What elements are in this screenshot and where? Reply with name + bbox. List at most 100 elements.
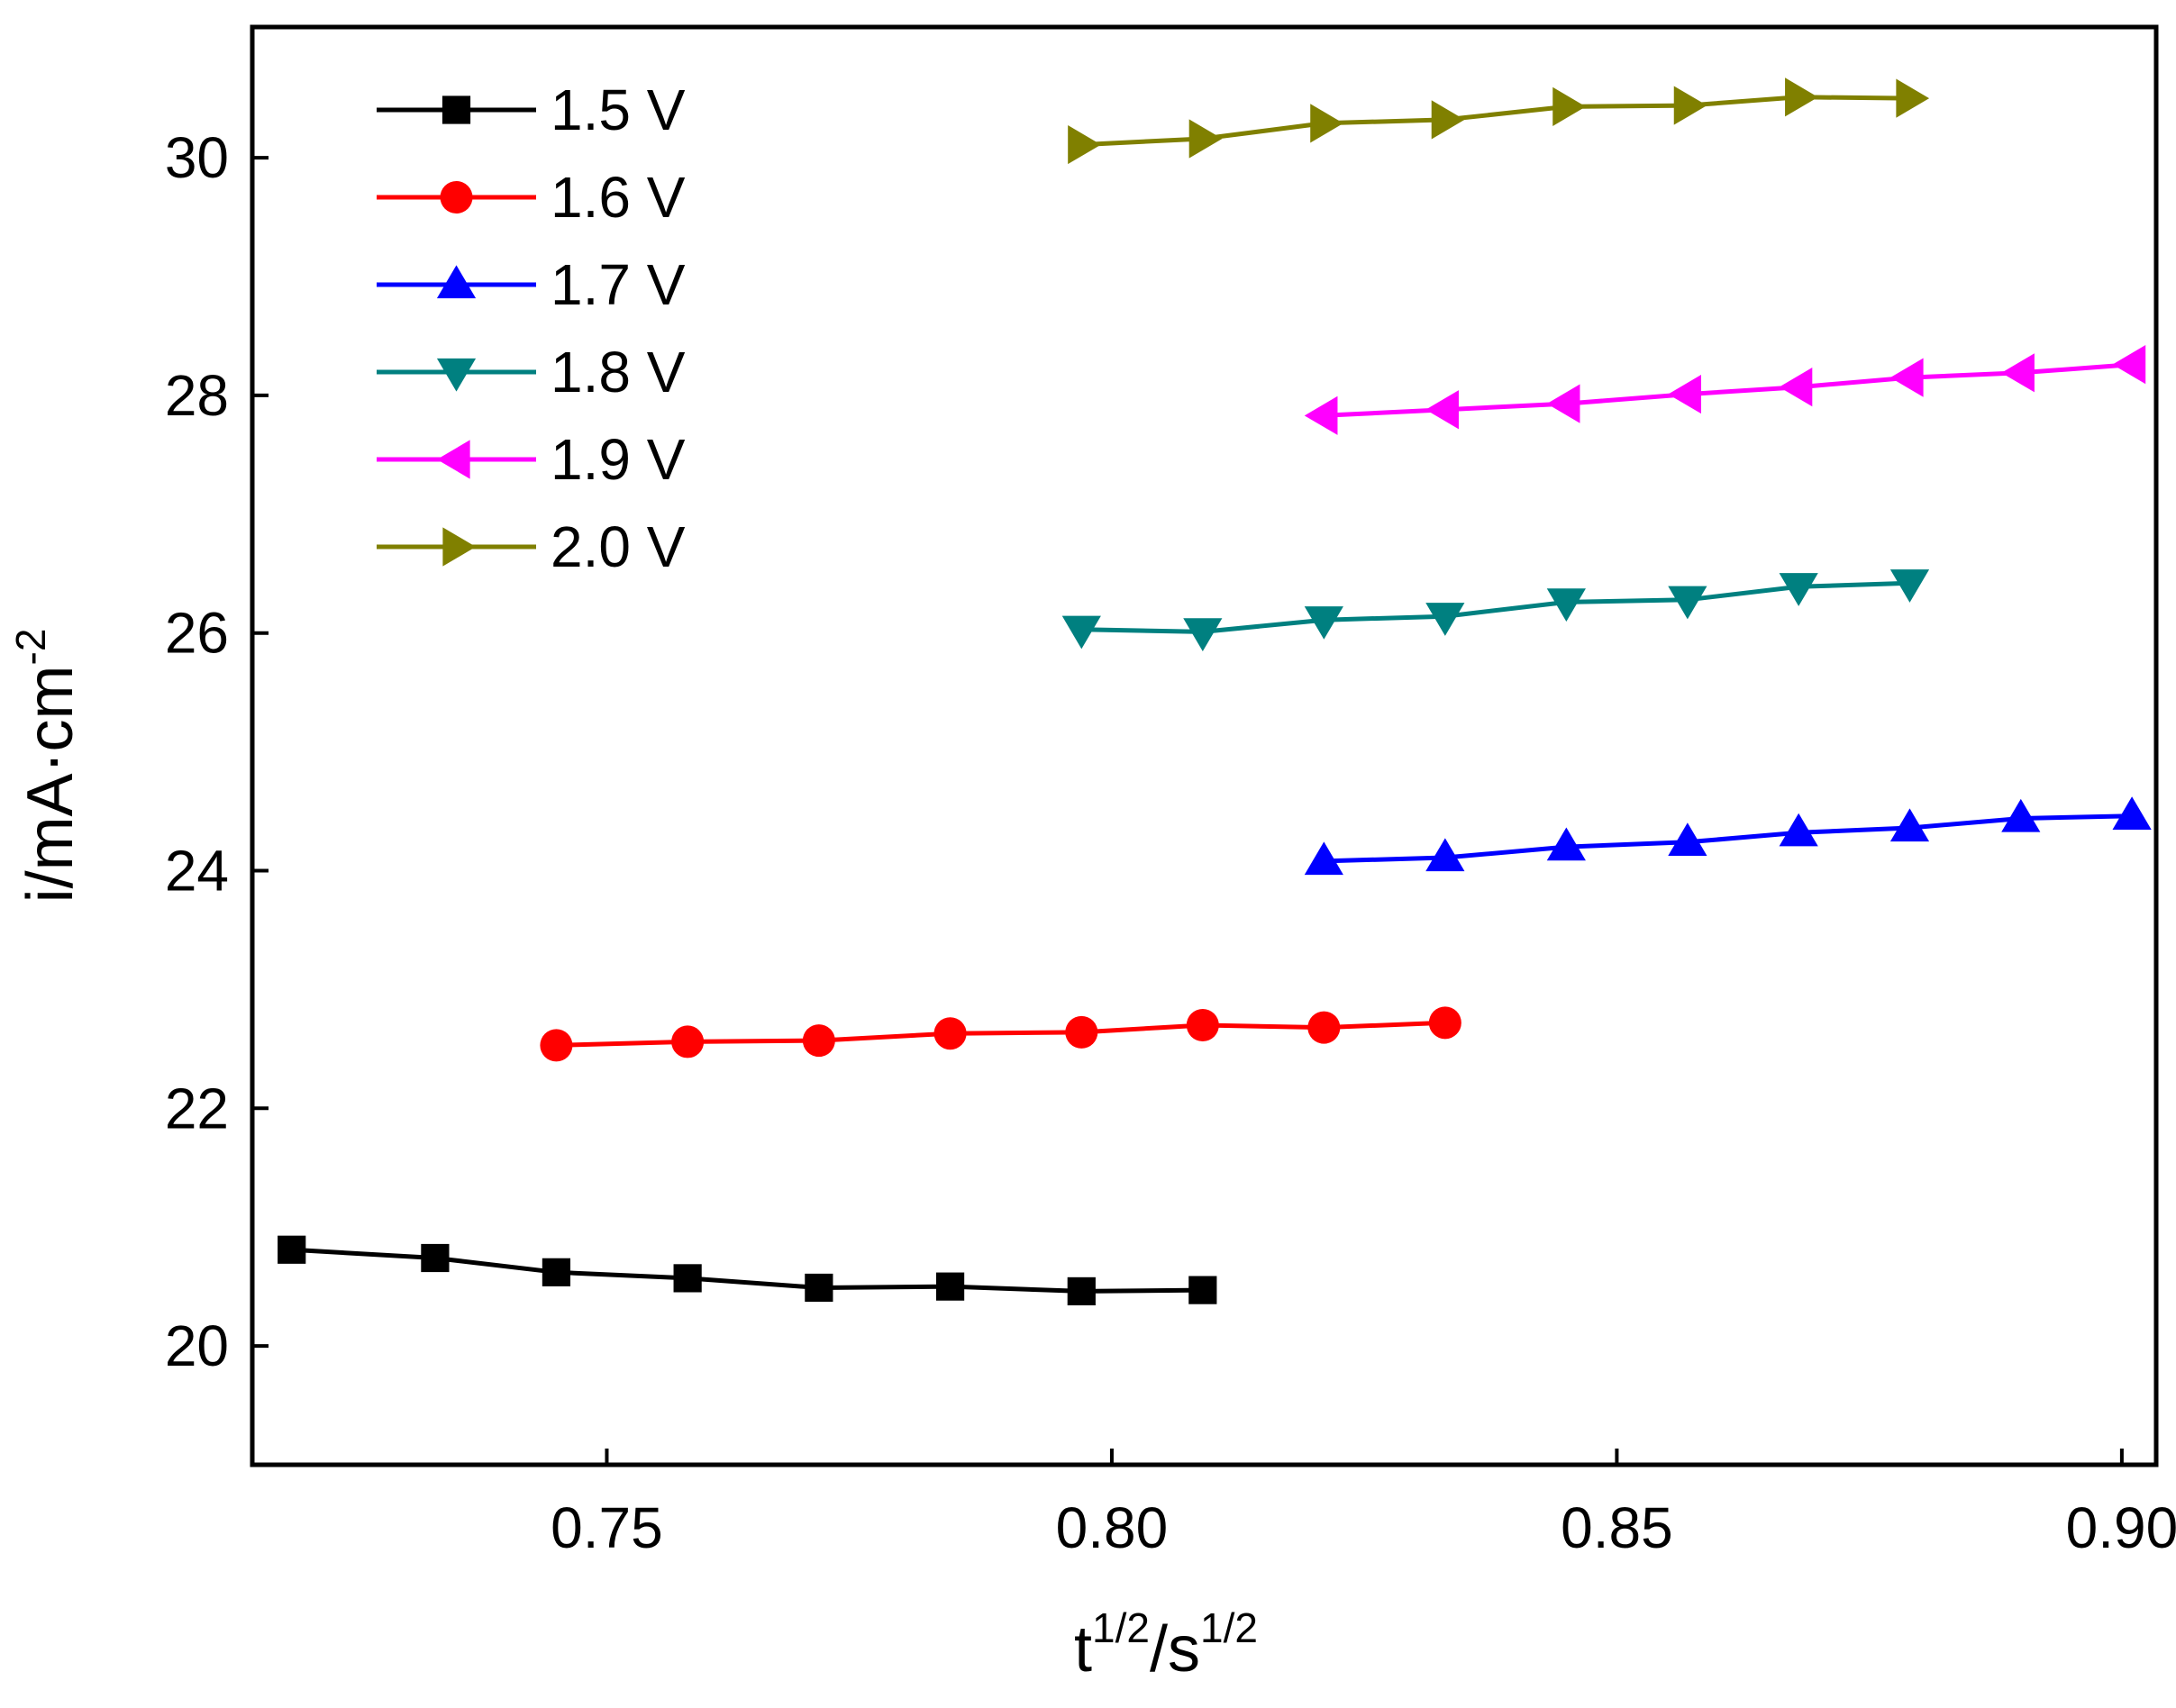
data-point <box>1889 808 1930 842</box>
legend-label: 1.8 V <box>551 340 686 404</box>
y-tick-label: 20 <box>165 1313 229 1378</box>
legend-item: 1.9 V <box>377 427 686 492</box>
legend-item: 1.8 V <box>377 340 686 404</box>
data-point <box>933 1017 967 1050</box>
data-point <box>802 1024 835 1058</box>
data-point <box>421 1243 450 1273</box>
series-1-9-v <box>1304 344 2146 435</box>
legend-label: 1.7 V <box>551 252 686 317</box>
x-axis-title-sup2: 1/2 <box>1200 1604 1258 1651</box>
data-point <box>1431 100 1465 140</box>
x-axis-title-mid: /s <box>1150 1613 1200 1685</box>
data-point <box>1428 1006 1461 1040</box>
data-point <box>542 1258 571 1286</box>
x-tick-label: 0.90 <box>2066 1495 2176 1560</box>
data-point <box>1668 586 1707 620</box>
data-point <box>1183 618 1223 651</box>
data-point <box>1896 78 1930 118</box>
y-tick-label: 30 <box>165 125 229 190</box>
data-point <box>1546 827 1586 861</box>
y-axis-title-sup: -2 <box>7 629 54 666</box>
data-point <box>1546 384 1580 423</box>
data-point <box>1552 86 1586 126</box>
data-point <box>1307 1011 1341 1044</box>
data-point <box>1304 606 1343 640</box>
data-point <box>1889 569 1930 603</box>
legend-item: 1.6 V <box>377 165 686 230</box>
data-point <box>671 1025 705 1058</box>
series-line <box>1324 362 2133 418</box>
legend-label: 2.0 V <box>551 514 686 579</box>
data-point <box>673 1264 702 1293</box>
series-1-8-v <box>1061 569 1930 651</box>
data-point <box>935 1272 965 1301</box>
legend-item: 2.0 V <box>377 514 686 579</box>
data-point <box>1785 77 1818 117</box>
data-point <box>540 1029 573 1062</box>
data-point <box>1779 368 1813 407</box>
plot-border <box>250 24 2159 1467</box>
data-point <box>1425 838 1465 872</box>
legend-marker <box>442 527 477 567</box>
data-point <box>1188 119 1223 159</box>
data-point <box>1304 841 1343 876</box>
series-2-0-v <box>1068 77 1930 165</box>
series-line <box>556 1020 1445 1048</box>
y-tick-label: 26 <box>165 601 229 666</box>
legend-marker <box>436 358 477 392</box>
axis-ticks: 0.75 0.80 0.85 0.90 20 22 24 26 28 30 <box>165 125 2176 1560</box>
data-point <box>1304 395 1338 435</box>
y-tick-label: 28 <box>165 363 229 428</box>
y-tick-label: 22 <box>165 1076 229 1140</box>
x-axis-title-base: t <box>1074 1613 1092 1685</box>
data-point <box>2112 796 2152 830</box>
data-point <box>1668 822 1707 856</box>
x-axis-title-sup: 1/2 <box>1092 1604 1150 1651</box>
y-axis-title: i/mA·cm-2 <box>7 629 86 904</box>
legend: 1.5 V 1.6 V 1.7 V 1.8 V 1.9 V 2.0 V <box>377 77 686 579</box>
x-tick-label: 0.75 <box>551 1495 663 1560</box>
data-point <box>1779 573 1818 606</box>
legend-item: 1.7 V <box>377 252 686 317</box>
series-1-5-v <box>278 1235 1217 1306</box>
series-1-7-v <box>1304 796 2152 876</box>
legend-label: 1.5 V <box>551 77 686 142</box>
series-line <box>1081 580 1910 634</box>
series-line <box>1324 813 2133 864</box>
legend-item: 1.5 V <box>377 77 686 142</box>
data-point <box>2112 344 2146 385</box>
legend-marker <box>436 265 477 299</box>
x-tick-label: 0.80 <box>1056 1495 1169 1560</box>
y-axis-title-base: i/mA·cm <box>14 665 86 903</box>
data-point <box>1068 124 1101 165</box>
legend-marker <box>440 181 473 214</box>
series-line <box>291 1247 1203 1294</box>
data-point <box>1546 588 1586 622</box>
data-point <box>1425 390 1459 430</box>
data-point <box>1186 1008 1219 1041</box>
x-axis-title: t1/2/s1/2 <box>1074 1604 1258 1685</box>
data-point <box>1889 358 1924 397</box>
data-point <box>1668 374 1701 414</box>
data-point <box>2001 353 2035 393</box>
data-point <box>1425 603 1465 636</box>
data-point <box>1310 104 1343 143</box>
plot-frame <box>250 24 2159 1467</box>
data-point <box>1188 1276 1217 1304</box>
legend-marker <box>442 95 471 124</box>
data-point <box>1779 813 1818 847</box>
plot-series <box>278 77 2152 1306</box>
legend-marker <box>436 440 470 479</box>
series-1-6-v <box>540 1006 1461 1062</box>
data-point <box>1673 86 1707 125</box>
data-point <box>805 1273 833 1303</box>
data-point <box>1065 1015 1098 1049</box>
data-point <box>2001 798 2041 832</box>
data-point <box>1067 1276 1096 1306</box>
x-tick-label: 0.85 <box>1561 1495 1673 1560</box>
series-line <box>1081 95 1910 148</box>
legend-label: 1.6 V <box>551 165 686 230</box>
